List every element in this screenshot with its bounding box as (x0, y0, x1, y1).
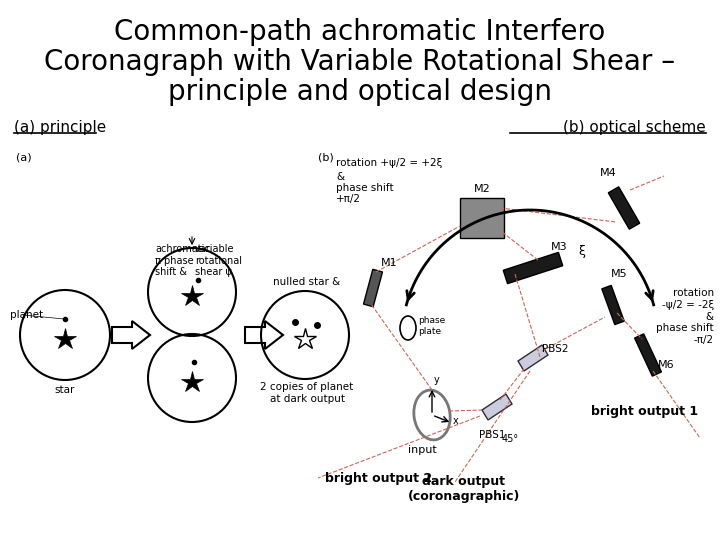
Text: rotation: rotation (673, 288, 714, 298)
Polygon shape (482, 394, 512, 420)
Text: Common-path achromatic Interfero: Common-path achromatic Interfero (114, 18, 606, 46)
Text: y: y (434, 375, 440, 385)
Text: -ψ/2 = -2ξ: -ψ/2 = -2ξ (662, 300, 714, 310)
Polygon shape (503, 252, 563, 284)
Text: 2 copies of planet
at dark output: 2 copies of planet at dark output (261, 382, 354, 403)
Text: M4: M4 (600, 168, 616, 178)
Text: rotation +ψ/2 = +2ξ: rotation +ψ/2 = +2ξ (336, 158, 442, 168)
Text: PBS1: PBS1 (479, 430, 505, 440)
Text: M3: M3 (551, 242, 567, 252)
Text: PBS2: PBS2 (542, 344, 569, 354)
Text: M5: M5 (611, 269, 628, 279)
Text: (b) optical scheme: (b) optical scheme (563, 120, 706, 135)
Polygon shape (112, 321, 150, 349)
Text: &: & (336, 172, 344, 182)
Text: phase shift: phase shift (657, 323, 714, 333)
Polygon shape (518, 345, 548, 371)
Text: M6: M6 (658, 360, 675, 370)
Text: x: x (453, 416, 459, 426)
Text: nulled star &: nulled star & (274, 277, 341, 287)
Text: 45°: 45° (501, 434, 518, 444)
Text: (a): (a) (16, 152, 32, 162)
Text: star: star (55, 385, 75, 395)
Polygon shape (245, 321, 283, 349)
Polygon shape (634, 334, 662, 376)
Polygon shape (364, 269, 382, 307)
Text: dark output
(coronagraphic): dark output (coronagraphic) (408, 475, 520, 503)
Text: ξ: ξ (578, 246, 585, 259)
Text: variable
rotational
shear ψ: variable rotational shear ψ (195, 244, 242, 277)
Polygon shape (602, 286, 624, 325)
Text: achromatic
π phase
shift &: achromatic π phase shift & (155, 244, 210, 277)
Text: phase
plate: phase plate (418, 316, 445, 336)
Text: -π/2: -π/2 (694, 335, 714, 345)
Text: (b): (b) (318, 152, 334, 162)
Text: M2: M2 (474, 184, 490, 194)
Text: Coronagraph with Variable Rotational Shear –: Coronagraph with Variable Rotational She… (45, 48, 675, 76)
Polygon shape (608, 187, 639, 229)
Text: (a) principle: (a) principle (14, 120, 107, 135)
Text: bright output 1: bright output 1 (591, 406, 698, 419)
Ellipse shape (400, 316, 416, 340)
Text: principle and optical design: principle and optical design (168, 78, 552, 106)
Text: bright output 2: bright output 2 (325, 472, 432, 485)
Text: M1: M1 (381, 258, 397, 268)
Text: &: & (706, 312, 714, 322)
Text: +π/2: +π/2 (336, 194, 361, 204)
Text: input: input (408, 445, 436, 455)
Text: phase shift: phase shift (336, 183, 394, 193)
Polygon shape (460, 198, 504, 238)
Text: planet: planet (10, 310, 43, 320)
